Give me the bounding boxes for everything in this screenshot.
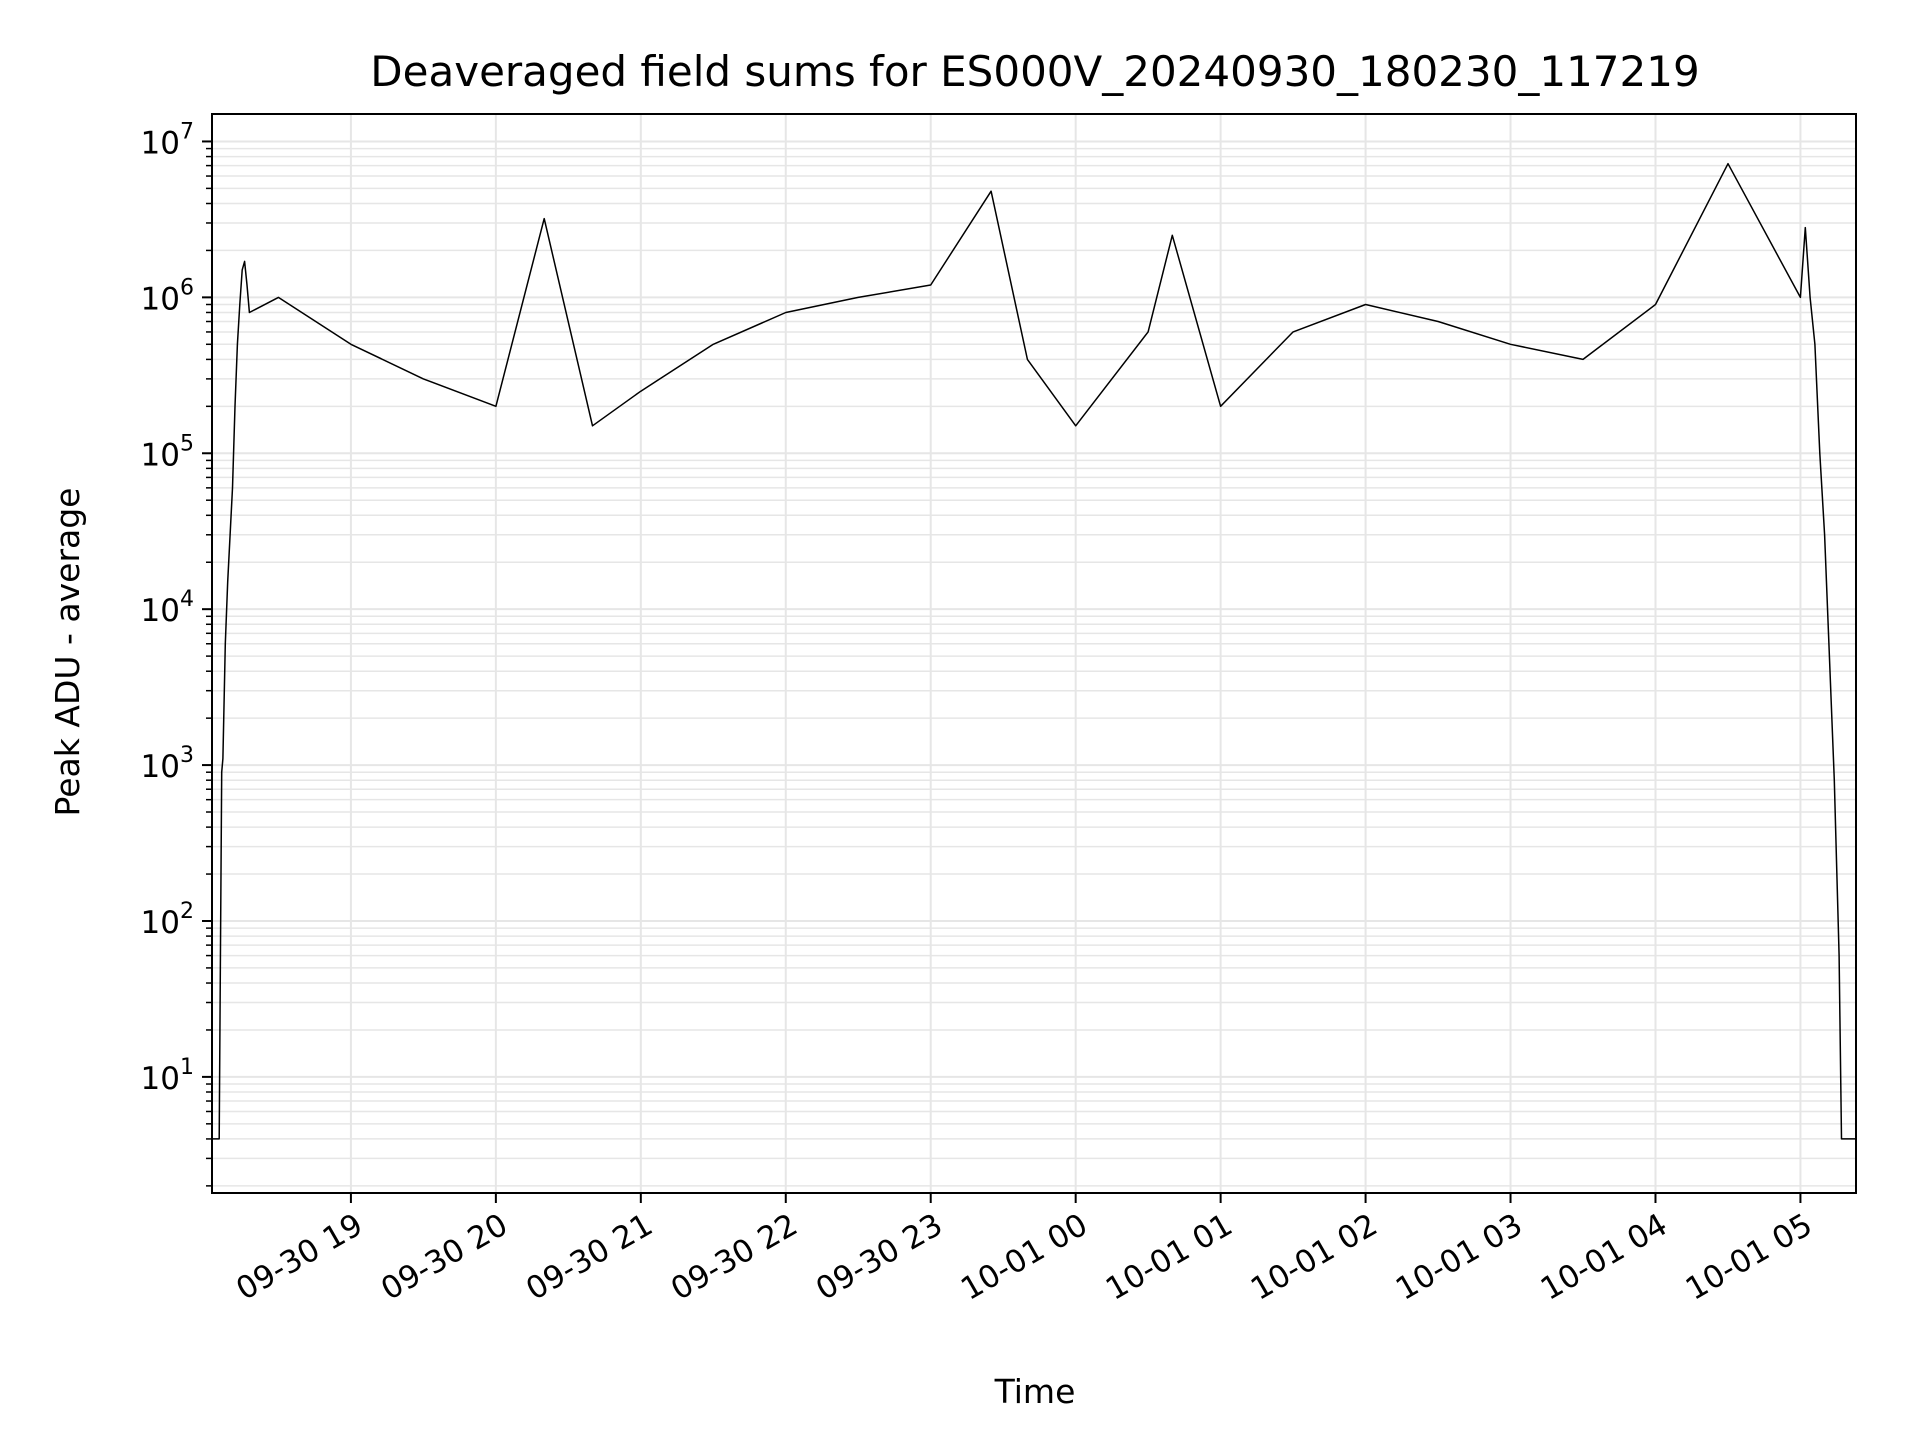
- x-axis-label: Time: [994, 1372, 1076, 1411]
- y-tick-label: 102: [141, 899, 194, 941]
- y-tick-label: 105: [141, 431, 194, 473]
- chart-title: Deaveraged field sums for ES000V_2024093…: [370, 47, 1699, 96]
- y-axis: 101 102 103 104 105 106 107: [141, 119, 212, 1187]
- series-group: [212, 162, 1856, 1140]
- plot-frame: [211, 113, 1857, 1194]
- y-axis-label: Peak ADU - average: [48, 488, 87, 817]
- grid: [212, 114, 1856, 1193]
- y-tick-label: 104: [141, 587, 194, 629]
- y-tick-label: 106: [141, 275, 194, 317]
- y-tick-label: 107: [141, 119, 194, 161]
- series-line: [212, 162, 1856, 1140]
- y-tick-label: 101: [141, 1055, 194, 1097]
- y-tick-label: 103: [141, 743, 194, 785]
